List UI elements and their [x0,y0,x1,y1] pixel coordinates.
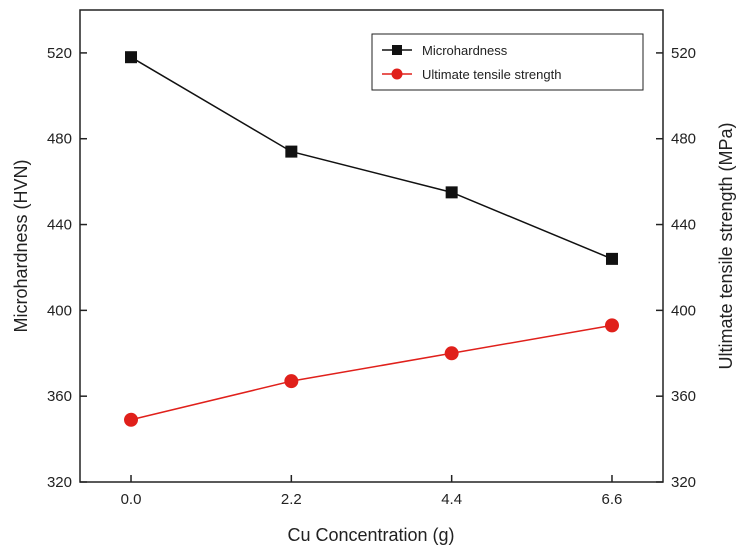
x-tick-label: 0.0 [121,491,142,508]
data-point-marker [444,346,459,361]
x-tick-label: 6.6 [602,491,623,508]
legend-microhardness-marker [392,45,402,55]
right-y-tick-label: 360 [671,388,696,405]
left-y-axis-label: Microhardness (HVN) [11,159,31,332]
left-y-tick-label: 440 [47,217,72,234]
left-y-tick-label: 400 [47,302,72,319]
legend-uts-label: Ultimate tensile strength [422,67,561,82]
right-y-axis-label: Ultimate tensile strength (MPa) [716,122,736,369]
x-axis-ticks: 0.0 2.2 4.4 6.6 [121,475,623,508]
left-y-tick-label: 520 [47,45,72,62]
data-point-marker [284,374,299,389]
data-point-marker [605,252,618,265]
x-axis-label: Cu Concentration (g) [287,525,454,545]
right-y-tick-label: 400 [671,302,696,319]
data-point-marker [125,51,138,64]
data-point-marker [124,412,139,427]
data-point-marker [604,318,619,333]
x-tick-label: 4.4 [441,491,462,508]
left-y-tick-label: 480 [47,131,72,148]
data-point-marker [445,186,458,199]
left-y-tick-label: 320 [47,474,72,491]
legend-uts-marker [391,68,403,80]
legend-microhardness-label: Microhardness [422,43,508,58]
right-y-tick-label: 440 [671,217,696,234]
series-line-0 [130,56,613,260]
right-y-tick-label: 320 [671,474,696,491]
legend: Microhardness Ultimate tensile strength [371,33,644,91]
right-y-tick-label: 480 [671,131,696,148]
right-y-axis-ticks: 320 360 400 440 480 520 [656,45,696,491]
right-y-tick-label: 520 [671,45,696,62]
data-point-marker [285,145,298,158]
series-layer [124,51,619,427]
plot-frame [79,9,664,483]
left-y-tick-label: 360 [47,388,72,405]
left-y-axis-ticks: 320 360 400 440 480 520 [47,45,87,491]
series-line-1 [130,324,613,421]
x-tick-label: 2.2 [281,491,302,508]
legend-box [371,33,644,91]
